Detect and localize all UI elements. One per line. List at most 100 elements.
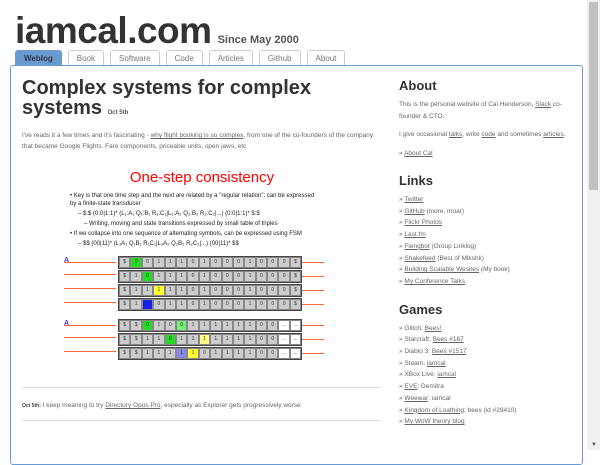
game-label: Diablo 3: — [404, 348, 432, 356]
tape-cell: 0 — [255, 285, 268, 296]
tab-book[interactable]: Book — [67, 50, 104, 66]
tape-cell: 0 — [267, 271, 279, 282]
tape-cell: 0 — [267, 334, 279, 345]
game-item: » My WoW theory blog — [399, 418, 465, 426]
scroll-down-arrow-icon[interactable]: ▼ — [591, 442, 597, 448]
tape-cell: 0 — [130, 257, 142, 268]
flight-booking-link[interactable]: why flight booking is so complex — [150, 132, 244, 139]
slide-bullet: – Writing, moving and state transitions … — [84, 221, 278, 227]
arrow-in — [64, 351, 116, 352]
nav-tabs: Weblog Book Software Code Articles Github Abou… — [15, 50, 346, 66]
game-note: : bees (id #29410) — [464, 406, 517, 414]
tape-cell: 0 — [164, 334, 176, 345]
tape-cell: 0 — [232, 299, 245, 310]
tape-cell: 1 — [198, 285, 211, 296]
game-label: Steam: — [404, 359, 427, 367]
tape-cell: 1 — [164, 285, 176, 296]
tape-cell: 1 — [244, 257, 256, 268]
tape-cell: 0 — [141, 320, 154, 331]
tape-row: $ $0 1 0 0 1 1 1 1 1 1 0 0...... — [118, 319, 303, 332]
tab-github[interactable]: Github — [258, 50, 301, 66]
site-header: iamcal.com Since May 2000 — [15, 10, 299, 52]
tape-cell: 1 — [221, 320, 233, 331]
tape-cell: 1 — [130, 285, 142, 296]
tape-cell: $ — [289, 299, 302, 310]
tab-code[interactable]: Code — [165, 50, 203, 66]
arrow-in — [64, 302, 116, 303]
game-link[interactable]: Bees! — [424, 324, 442, 332]
tape-cell: 1 — [153, 334, 165, 345]
tape-cell: 0 — [267, 320, 279, 331]
tape-cell: 1 — [198, 320, 211, 331]
game-link[interactable]: My WoW theory blog — [404, 418, 465, 426]
state-label-a: A — [64, 320, 70, 327]
links-list: » Twitter » GitHub (more, moar) » Flickr P… — [399, 194, 579, 288]
tape-cell: 1 — [164, 257, 176, 268]
link-item: » Twitter — [399, 196, 424, 203]
tape-cell: 1 — [198, 257, 211, 268]
game-link[interactable]: Kingdom of Loathing — [404, 406, 465, 414]
tape-cell: 1 — [164, 271, 176, 282]
tape-cell: 1 — [175, 285, 188, 296]
about-cal-link[interactable]: About Cal — [404, 149, 433, 157]
tape-cell: 0 — [221, 285, 233, 296]
tape-cell: 1 — [210, 334, 222, 345]
articles-link[interactable]: articles — [543, 131, 564, 138]
tape-cell: 1 — [141, 299, 154, 310]
about-text: This is the personal website of Cal Hend… — [399, 101, 562, 120]
link-item: » My Conference Talks — [399, 277, 465, 285]
arrow-out-icon — [302, 339, 324, 340]
slide-bullet: – $$ (00|11)* (L₁A₁ Q₁B₁ R₁C₁|L₂A₂ Q₂B₂ … — [78, 241, 239, 247]
tape-cell: 0 — [255, 334, 268, 345]
game-link[interactable]: iamcal — [426, 359, 446, 367]
tab-about[interactable]: About — [306, 50, 346, 66]
link-flengbot[interactable]: Flengbot — [404, 242, 430, 250]
tape-cell: ... — [289, 334, 302, 345]
note-date: Oct 5th: — [22, 403, 41, 409]
link-item: » Flengbot (Group Linklog) — [399, 242, 477, 250]
tape-cell: 0 — [267, 299, 279, 310]
link-github[interactable]: GitHub — [404, 207, 425, 215]
link-shakefeed[interactable]: Shakefeed — [404, 254, 436, 262]
tab-articles[interactable]: Articles — [208, 50, 253, 66]
tape-row: $1 1 0 1 1 0 1 0 0 0 1 0 0 0 $ — [118, 298, 303, 311]
tape-cell: 1 — [141, 348, 154, 359]
tape-cell: 1 — [175, 334, 188, 345]
site-title[interactable]: iamcal.com — [15, 10, 212, 51]
tape-cell: 1 — [244, 271, 256, 282]
game-link[interactable]: Bees #187 — [432, 336, 464, 344]
post-intro: I've reads it a few times and it's fasci… — [22, 132, 374, 150]
tape-cell: 0 — [210, 285, 222, 296]
game-link[interactable]: EVE — [404, 383, 418, 391]
slide-bullet: • If we collapse into one sequence of al… — [70, 231, 302, 237]
tape-cell: 1 — [175, 299, 188, 310]
link-note: (Best of Mlkshk) — [435, 254, 484, 262]
link-last-fm[interactable]: Last.fm — [404, 231, 426, 239]
talks-link[interactable]: talks — [448, 131, 463, 138]
game-link[interactable]: iamcal — [437, 371, 457, 379]
tape-cell: 0 — [187, 285, 199, 296]
link-building-scalable-wesites[interactable]: Building Scalable Wesites — [404, 266, 480, 274]
tape-cell: 1 — [130, 271, 142, 282]
game-link[interactable]: Bees #1517 — [431, 348, 467, 356]
slack-link[interactable]: Slack — [535, 101, 552, 108]
tape-row: $1 1 1 1 1 0 1 0 0 0 1 0 0 0 $ — [118, 284, 303, 297]
link-item: » Building Scalable Wesites (My book) — [399, 266, 510, 274]
directory-opus-link[interactable]: Directory Opus Pro — [105, 402, 161, 409]
link-my-conference-talks[interactable]: My Conference Talks — [404, 277, 465, 285]
arrow-out-icon — [302, 290, 324, 291]
tab-weblog[interactable]: Weblog — [15, 50, 62, 66]
tape-cell: 0 — [210, 271, 222, 282]
link-flickr-photos[interactable]: Flickr Photos — [404, 219, 442, 227]
game-link[interactable]: Weewar — [404, 394, 429, 402]
tab-software[interactable]: Software — [109, 50, 160, 66]
scrollbar-thumb[interactable] — [589, 2, 598, 190]
slide-bullet: – $:$ (0:0|1:1)* (L₁:A₁ Q₁:B₁ R₁:C₁|L₂:A… — [78, 211, 260, 217]
game-note: : Demitra — [417, 383, 444, 391]
code-link[interactable]: code — [481, 131, 496, 138]
tape-row: $0 0 1 1 1 0 1 0 0 0 1 0 0 0 $ — [118, 256, 303, 269]
post-title[interactable]: Complex systems for complex systems Oct … — [22, 77, 311, 119]
tape-cell: 1 — [244, 299, 256, 310]
link-twitter[interactable]: Twitter — [404, 196, 424, 203]
scrollbar[interactable]: ▼ — [587, 0, 600, 450]
